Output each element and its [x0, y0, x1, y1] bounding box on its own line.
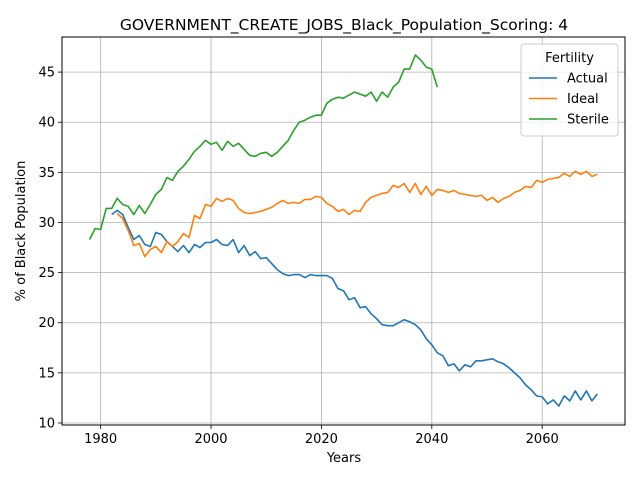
y-tick-label: 35 [38, 166, 55, 181]
x-axis: 1980 2000 2020 2040 2060 [84, 425, 559, 447]
x-tick-label: 2040 [415, 432, 448, 447]
x-tick-label: 2000 [194, 432, 227, 447]
y-tick-label: 45 [38, 66, 55, 81]
x-axis-label: Years [326, 451, 362, 466]
x-tick-label: 2020 [305, 432, 338, 447]
y-tick-label: 30 [38, 216, 55, 231]
y-axis-label: % of Black Population [14, 161, 29, 302]
y-tick-label: 10 [38, 416, 55, 431]
legend: Fertility Actual Ideal Sterile [521, 44, 618, 136]
y-tick-label: 25 [38, 266, 55, 281]
y-tick-label: 20 [38, 316, 55, 331]
legend-label-actual: Actual [567, 72, 608, 87]
x-tick-label: 1980 [84, 432, 117, 447]
chart-title: GOVERNMENT_CREATE_JOBS_Black_Population_… [120, 16, 568, 35]
y-tick-label: 15 [38, 366, 55, 381]
legend-label-sterile: Sterile [567, 113, 609, 128]
legend-title: Fertility [545, 51, 594, 66]
x-tick-label: 2060 [526, 432, 559, 447]
series-line-sterile [90, 55, 438, 240]
legend-label-ideal: Ideal [567, 92, 599, 107]
series-line-actual [112, 210, 598, 406]
y-axis: 10 15 20 25 30 35 40 45 [38, 66, 62, 432]
y-tick-label: 40 [38, 116, 55, 131]
series-line-ideal [117, 171, 597, 256]
